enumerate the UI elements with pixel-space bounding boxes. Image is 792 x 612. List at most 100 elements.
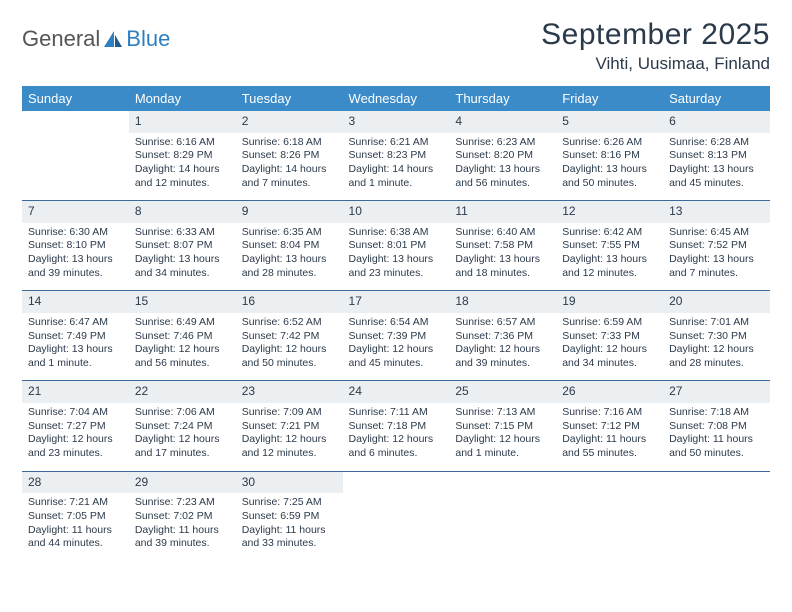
day-detail-cell: Sunrise: 6:38 AMSunset: 8:01 PMDaylight:… (343, 223, 450, 291)
day-number-cell: 22 (129, 381, 236, 403)
day-detail-cell: Sunrise: 6:18 AMSunset: 8:26 PMDaylight:… (236, 133, 343, 201)
day-sr: Sunrise: 6:28 AM (669, 136, 764, 150)
day-number-cell: 16 (236, 291, 343, 313)
day-ss: Sunset: 7:52 PM (669, 239, 764, 253)
day-sr: Sunrise: 6:16 AM (135, 136, 230, 150)
day-d2: and 1 minute. (28, 357, 123, 371)
day-detail-cell: Sunrise: 7:25 AMSunset: 6:59 PMDaylight:… (236, 493, 343, 561)
day-detail-cell: Sunrise: 6:59 AMSunset: 7:33 PMDaylight:… (556, 313, 663, 381)
day-detail-cell: Sunrise: 7:09 AMSunset: 7:21 PMDaylight:… (236, 403, 343, 471)
day-d1: Daylight: 13 hours (455, 253, 550, 267)
day-d1: Daylight: 14 hours (349, 163, 444, 177)
day-d1: Daylight: 12 hours (669, 343, 764, 357)
day-d1: Daylight: 12 hours (135, 433, 230, 447)
day-detail-cell: Sunrise: 6:26 AMSunset: 8:16 PMDaylight:… (556, 133, 663, 201)
day-detail-cell: Sunrise: 7:18 AMSunset: 7:08 PMDaylight:… (663, 403, 770, 471)
day-ss: Sunset: 8:20 PM (455, 149, 550, 163)
day-sr: Sunrise: 7:16 AM (562, 406, 657, 420)
day-detail-cell: Sunrise: 7:06 AMSunset: 7:24 PMDaylight:… (129, 403, 236, 471)
day-number-cell: 25 (449, 381, 556, 403)
day-detail-cell: Sunrise: 6:35 AMSunset: 8:04 PMDaylight:… (236, 223, 343, 291)
day-ss: Sunset: 8:04 PM (242, 239, 337, 253)
day-number-cell: 26 (556, 381, 663, 403)
day-d2: and 50 minutes. (242, 357, 337, 371)
day-number-cell: 21 (22, 381, 129, 403)
day-number-cell: 8 (129, 201, 236, 223)
day-d2: and 45 minutes. (349, 357, 444, 371)
day-sr: Sunrise: 7:23 AM (135, 496, 230, 510)
day-detail-cell: Sunrise: 6:21 AMSunset: 8:23 PMDaylight:… (343, 133, 450, 201)
day-ss: Sunset: 7:55 PM (562, 239, 657, 253)
day-ss: Sunset: 8:16 PM (562, 149, 657, 163)
day-detail-cell: Sunrise: 6:42 AMSunset: 7:55 PMDaylight:… (556, 223, 663, 291)
day-d1: Daylight: 11 hours (242, 524, 337, 538)
day-d1: Daylight: 13 hours (28, 253, 123, 267)
day-sr: Sunrise: 6:52 AM (242, 316, 337, 330)
day-sr: Sunrise: 6:47 AM (28, 316, 123, 330)
day-d2: and 7 minutes. (669, 267, 764, 281)
day-sr: Sunrise: 6:35 AM (242, 226, 337, 240)
day-number-cell: 27 (663, 381, 770, 403)
detail-row: Sunrise: 6:16 AMSunset: 8:29 PMDaylight:… (22, 133, 770, 201)
day-ss: Sunset: 8:26 PM (242, 149, 337, 163)
daynum-row: 123456 (22, 111, 770, 133)
month-title: September 2025 (541, 18, 770, 52)
location-subtitle: Vihti, Uusimaa, Finland (541, 54, 770, 74)
day-sr: Sunrise: 7:21 AM (28, 496, 123, 510)
day-sr: Sunrise: 7:09 AM (242, 406, 337, 420)
day-d2: and 44 minutes. (28, 537, 123, 551)
day-ss: Sunset: 7:36 PM (455, 330, 550, 344)
day-detail-cell: Sunrise: 7:13 AMSunset: 7:15 PMDaylight:… (449, 403, 556, 471)
day-ss: Sunset: 7:08 PM (669, 420, 764, 434)
day-d2: and 33 minutes. (242, 537, 337, 551)
day-ss: Sunset: 7:12 PM (562, 420, 657, 434)
day-number-cell: 7 (22, 201, 129, 223)
day-sr: Sunrise: 7:01 AM (669, 316, 764, 330)
day-d2: and 39 minutes. (28, 267, 123, 281)
day-d1: Daylight: 12 hours (349, 433, 444, 447)
day-d1: Daylight: 13 hours (28, 343, 123, 357)
day-number-cell: 6 (663, 111, 770, 133)
day-detail-cell: Sunrise: 6:16 AMSunset: 8:29 PMDaylight:… (129, 133, 236, 201)
day-d2: and 17 minutes. (135, 447, 230, 461)
day-d2: and 23 minutes. (349, 267, 444, 281)
day-sr: Sunrise: 6:30 AM (28, 226, 123, 240)
day-d1: Daylight: 13 hours (455, 163, 550, 177)
day-d2: and 12 minutes. (242, 447, 337, 461)
day-d1: Daylight: 11 hours (562, 433, 657, 447)
day-sr: Sunrise: 7:13 AM (455, 406, 550, 420)
day-sr: Sunrise: 6:49 AM (135, 316, 230, 330)
day-detail-cell: Sunrise: 7:23 AMSunset: 7:02 PMDaylight:… (129, 493, 236, 561)
day-d2: and 18 minutes. (455, 267, 550, 281)
day-ss: Sunset: 7:58 PM (455, 239, 550, 253)
day-number-cell: 28 (22, 471, 129, 493)
brand-part2: Blue (126, 26, 170, 52)
day-detail-cell (343, 493, 450, 561)
day-number-cell (343, 471, 450, 493)
day-ss: Sunset: 7:49 PM (28, 330, 123, 344)
day-number-cell: 3 (343, 111, 450, 133)
day-ss: Sunset: 7:30 PM (669, 330, 764, 344)
day-ss: Sunset: 7:24 PM (135, 420, 230, 434)
day-detail-cell: Sunrise: 7:16 AMSunset: 7:12 PMDaylight:… (556, 403, 663, 471)
day-d2: and 39 minutes. (455, 357, 550, 371)
day-ss: Sunset: 7:39 PM (349, 330, 444, 344)
day-number-cell: 2 (236, 111, 343, 133)
day-number-cell: 23 (236, 381, 343, 403)
day-detail-cell: Sunrise: 7:21 AMSunset: 7:05 PMDaylight:… (22, 493, 129, 561)
day-number-cell: 9 (236, 201, 343, 223)
day-detail-cell: Sunrise: 6:52 AMSunset: 7:42 PMDaylight:… (236, 313, 343, 381)
weekday-header: Tuesday (236, 86, 343, 111)
title-block: September 2025 Vihti, Uusimaa, Finland (541, 18, 770, 74)
day-ss: Sunset: 7:15 PM (455, 420, 550, 434)
day-d2: and 1 minute. (349, 177, 444, 191)
day-d2: and 12 minutes. (135, 177, 230, 191)
day-ss: Sunset: 7:33 PM (562, 330, 657, 344)
day-ss: Sunset: 7:05 PM (28, 510, 123, 524)
day-detail-cell: Sunrise: 6:40 AMSunset: 7:58 PMDaylight:… (449, 223, 556, 291)
day-detail-cell: Sunrise: 7:01 AMSunset: 7:30 PMDaylight:… (663, 313, 770, 381)
detail-row: Sunrise: 7:21 AMSunset: 7:05 PM Daylight:… (22, 493, 770, 561)
weekday-header: Wednesday (343, 86, 450, 111)
day-detail-cell: Sunrise: 6:45 AMSunset: 7:52 PMDaylight:… (663, 223, 770, 291)
daynum-row: 14151617181920 (22, 291, 770, 313)
